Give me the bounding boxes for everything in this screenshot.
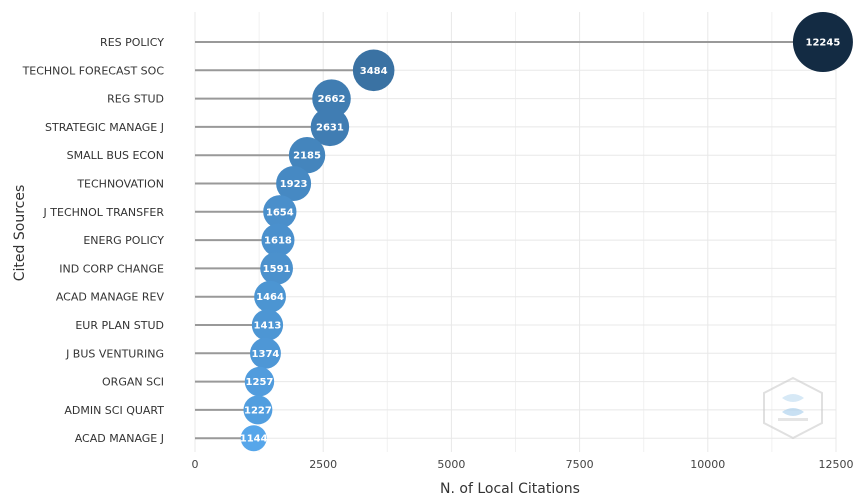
data-label: 1227 [244, 405, 272, 416]
bibliometrix-logo-icon [763, 376, 823, 440]
data-point [792, 12, 853, 72]
category-label: IND CORP CHANGE [59, 262, 164, 275]
data-label: 1923 [280, 179, 308, 190]
data-label: 1618 [264, 236, 292, 247]
category-label: EUR PLAN STUD [75, 319, 164, 332]
category-label: STRATEGIC MANAGE J [45, 121, 164, 134]
data-label: 2662 [318, 94, 346, 105]
data-point [250, 337, 281, 369]
data-point [310, 107, 350, 147]
category-label: ORGAN SCI [102, 376, 164, 389]
data-point [240, 425, 267, 452]
data-label: 1654 [266, 207, 294, 218]
data-label: 1257 [246, 377, 274, 388]
category-label: ACAD MANAGE J [75, 432, 164, 445]
data-label: 12245 [806, 38, 841, 49]
category-label: ACAD MANAGE REV [56, 291, 165, 304]
y-axis-title: Cited Sources [12, 185, 28, 281]
category-label: REG STUD [107, 93, 164, 106]
category-label: ENERG POLICY [83, 234, 164, 247]
data-point [244, 366, 275, 397]
data-label: 2185 [293, 151, 321, 162]
data-point [276, 165, 312, 202]
data-label: 1144 [240, 434, 268, 445]
x-tick-label: 2500 [309, 458, 337, 471]
x-tick-label: 7500 [566, 458, 594, 471]
data-point [288, 136, 326, 174]
data-point [261, 223, 295, 257]
category-label: TECHNOL FORECAST SOC [22, 64, 165, 77]
x-tick-labels: 0 2500 5000 7500 10000 12500 [192, 458, 854, 471]
category-label: J BUS VENTURING [65, 347, 164, 360]
data-point [243, 395, 273, 425]
x-tick-label: 10000 [690, 458, 725, 471]
category-label: SMALL BUS ECON [67, 149, 164, 162]
x-tick-label: 5000 [437, 458, 465, 471]
category-labels: RES POLICY TECHNOL FORECAST SOC REG STUD ST… [22, 36, 165, 445]
data-label: 3484 [360, 66, 388, 77]
category-label: RES POLICY [100, 36, 164, 49]
data-point [352, 49, 395, 92]
data-label: 1374 [252, 349, 280, 360]
category-label: J TECHNOL TRANSFER [43, 206, 165, 219]
x-axis-title: N. of Local Citations [440, 481, 580, 497]
category-label: TECHNOVATION [76, 178, 164, 191]
category-label: ADMIN SCI QUART [64, 404, 164, 417]
data-label: 1413 [254, 321, 282, 332]
data-point [263, 195, 297, 229]
data-point [312, 79, 351, 118]
data-label: 2631 [316, 122, 344, 133]
data-point [260, 251, 293, 285]
data-point [251, 309, 284, 341]
x-tick-label: 0 [192, 458, 199, 471]
data-label: 1464 [256, 292, 284, 303]
data-points: 12245 3484 2662 2631 2185 1923 1654 1618 1591 146… [240, 12, 853, 452]
data-point [254, 280, 286, 313]
data-label: 1591 [263, 264, 291, 275]
x-tick-label: 12500 [819, 458, 854, 471]
